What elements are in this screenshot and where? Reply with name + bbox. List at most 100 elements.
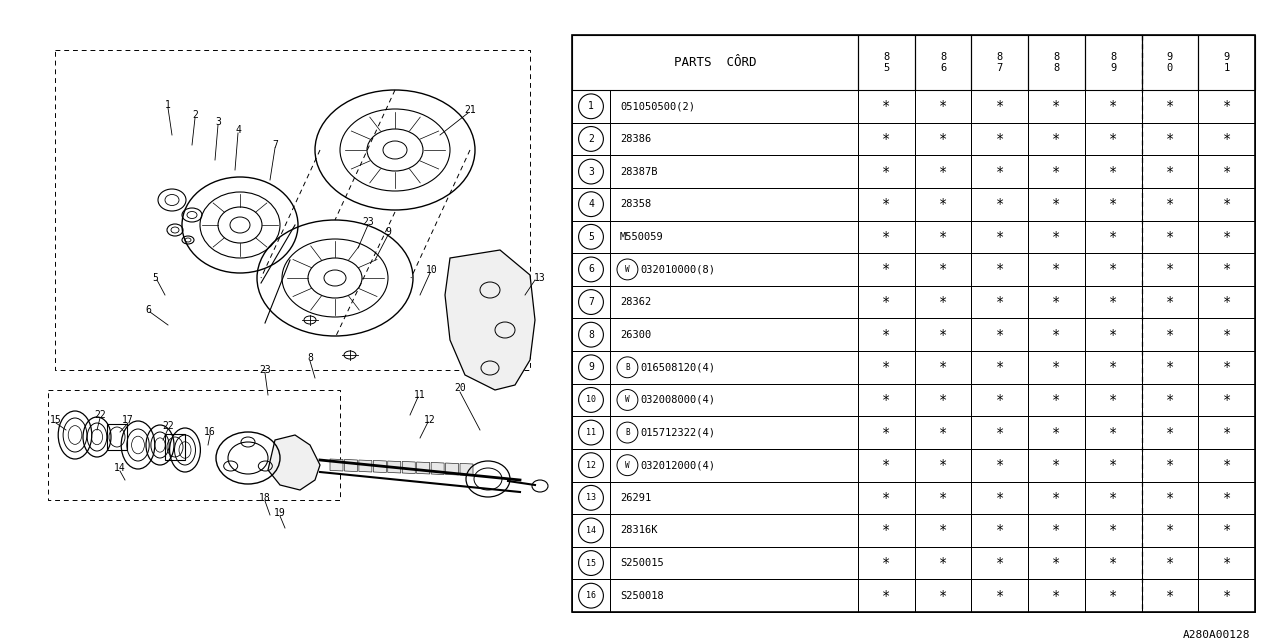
Text: 8: 8: [588, 330, 594, 340]
Bar: [915, 188, 972, 221]
Text: *: *: [1052, 230, 1061, 244]
Polygon shape: [402, 461, 415, 474]
Bar: [1085, 285, 1142, 318]
Bar: [1085, 383, 1142, 416]
Text: *: *: [1052, 589, 1061, 603]
Bar: [1085, 351, 1142, 383]
Bar: [858, 481, 915, 514]
Bar: [915, 253, 972, 285]
Bar: [572, 156, 611, 188]
Text: *: *: [882, 328, 891, 342]
Text: *: *: [1166, 393, 1174, 407]
Text: *: *: [1108, 197, 1117, 211]
Bar: [972, 351, 1028, 383]
Text: *: *: [1052, 132, 1061, 146]
Bar: [858, 253, 915, 285]
Polygon shape: [344, 460, 357, 472]
Text: *: *: [940, 295, 947, 309]
Text: *: *: [996, 426, 1004, 440]
Bar: [611, 383, 858, 416]
Text: *: *: [1108, 328, 1117, 342]
Bar: [1085, 514, 1142, 547]
Bar: [1085, 579, 1142, 612]
Text: *: *: [1052, 524, 1061, 538]
Text: 5: 5: [152, 273, 157, 283]
Text: *: *: [1108, 360, 1117, 374]
Bar: [858, 383, 915, 416]
Bar: [1198, 253, 1254, 285]
Bar: [858, 449, 915, 481]
Bar: [1085, 123, 1142, 156]
Bar: [1142, 123, 1198, 156]
Text: 16: 16: [586, 591, 596, 600]
Bar: [972, 221, 1028, 253]
Bar: [1142, 285, 1198, 318]
Text: *: *: [1052, 360, 1061, 374]
Text: B: B: [625, 428, 630, 437]
Bar: [1142, 416, 1198, 449]
Text: 20: 20: [454, 383, 466, 393]
Text: 23: 23: [362, 217, 374, 227]
Text: 21: 21: [465, 105, 476, 115]
Bar: [1085, 188, 1142, 221]
Text: *: *: [882, 295, 891, 309]
Bar: [1028, 449, 1085, 481]
Bar: [572, 35, 1254, 612]
Bar: [1198, 351, 1254, 383]
Text: *: *: [1222, 164, 1231, 179]
Text: *: *: [1222, 197, 1231, 211]
Bar: [1028, 90, 1085, 123]
Text: *: *: [1222, 360, 1231, 374]
Bar: [1085, 416, 1142, 449]
Text: *: *: [882, 360, 891, 374]
Text: 28386: 28386: [620, 134, 652, 144]
Bar: [915, 35, 972, 90]
Bar: [858, 579, 915, 612]
Text: *: *: [1108, 393, 1117, 407]
Text: 28362: 28362: [620, 297, 652, 307]
Text: *: *: [1108, 132, 1117, 146]
Bar: [611, 221, 858, 253]
Bar: [972, 156, 1028, 188]
Polygon shape: [445, 250, 535, 390]
Polygon shape: [358, 460, 372, 472]
Bar: [611, 416, 858, 449]
Bar: [1028, 35, 1085, 90]
Bar: [1085, 90, 1142, 123]
Bar: [915, 351, 972, 383]
Bar: [1028, 285, 1085, 318]
Bar: [915, 547, 972, 579]
Text: *: *: [882, 197, 891, 211]
Text: *: *: [1222, 556, 1231, 570]
Text: *: *: [1222, 99, 1231, 113]
Text: 22: 22: [163, 421, 174, 431]
Text: 6: 6: [145, 305, 151, 315]
Text: 3: 3: [215, 117, 221, 127]
Bar: [915, 221, 972, 253]
Text: 23: 23: [259, 365, 271, 375]
Bar: [572, 90, 611, 123]
Text: 7: 7: [588, 297, 594, 307]
Text: *: *: [940, 556, 947, 570]
Bar: [1085, 318, 1142, 351]
Bar: [572, 123, 611, 156]
Bar: [1198, 481, 1254, 514]
Text: 8
8: 8 8: [1053, 52, 1060, 73]
Text: 7: 7: [273, 140, 278, 150]
Bar: [1198, 90, 1254, 123]
Text: *: *: [940, 393, 947, 407]
Bar: [915, 285, 972, 318]
Bar: [611, 481, 858, 514]
Text: *: *: [1166, 524, 1174, 538]
Text: *: *: [882, 230, 891, 244]
Bar: [915, 579, 972, 612]
Bar: [1028, 253, 1085, 285]
Text: M550059: M550059: [620, 232, 664, 242]
Text: *: *: [1052, 295, 1061, 309]
Text: *: *: [1108, 426, 1117, 440]
Bar: [1028, 318, 1085, 351]
Text: 11: 11: [415, 390, 426, 400]
Text: *: *: [1222, 524, 1231, 538]
Text: *: *: [1166, 99, 1174, 113]
Text: *: *: [940, 524, 947, 538]
